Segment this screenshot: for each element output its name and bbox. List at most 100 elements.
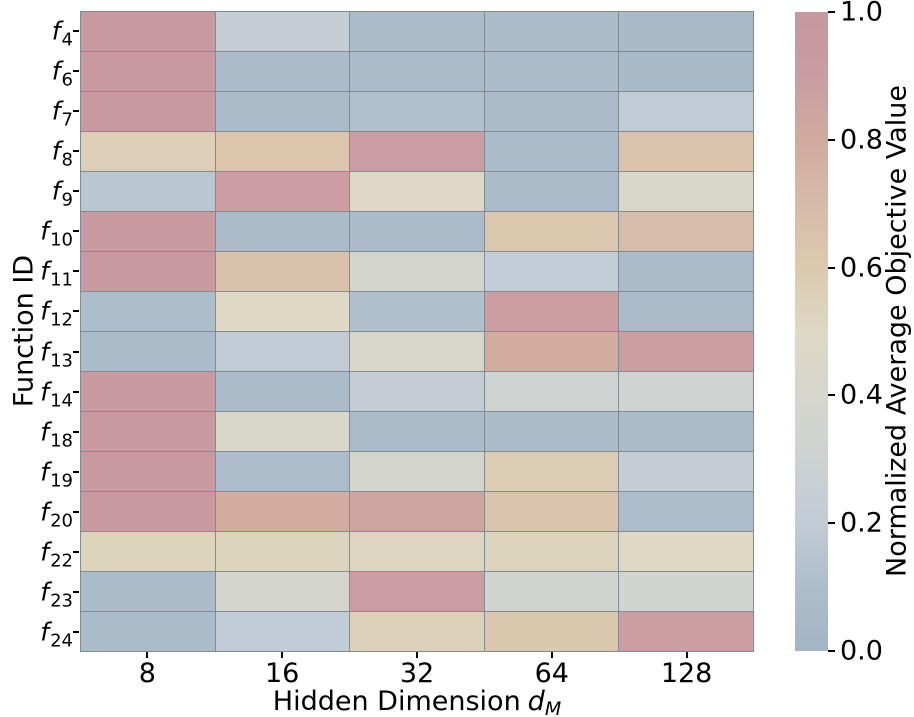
heatmap-cell	[619, 52, 753, 91]
heatmap-cell	[215, 332, 350, 371]
heatmap-cell	[484, 292, 619, 331]
heatmap-cell	[81, 492, 215, 531]
heatmap-cell	[619, 92, 753, 131]
colorbar-tick-mark	[828, 650, 835, 652]
heatmap-cell	[619, 132, 753, 171]
y-tick-mark	[73, 470, 79, 473]
heatmap-cell	[484, 12, 619, 51]
heatmap-cell	[215, 292, 350, 331]
heatmap-cell	[350, 12, 484, 51]
y-tick-label: f20	[40, 497, 73, 532]
heatmap-cell	[484, 452, 619, 491]
y-tick-label: f14	[40, 377, 73, 412]
heatmap-cell	[350, 332, 484, 371]
colorbar	[795, 12, 828, 651]
heatmap-cell	[350, 412, 484, 451]
heatmap-cell	[215, 612, 350, 651]
x-tick-label: 128	[660, 658, 713, 689]
x-tick-mark	[685, 652, 688, 658]
x-tick-mark	[281, 652, 284, 658]
heatmap-cell	[619, 532, 753, 571]
y-tick-mark	[73, 310, 79, 313]
y-tick-label: f7	[51, 96, 73, 131]
heatmap-cell	[81, 92, 215, 131]
heatmap-cell	[619, 292, 753, 331]
y-tick-label: f24	[40, 617, 73, 652]
x-tick-label: 64	[534, 658, 569, 689]
heatmap-cell	[484, 612, 619, 651]
x-tick-label: 16	[265, 658, 300, 689]
y-tick-label: f8	[51, 136, 73, 171]
x-axis-title-var: d	[527, 686, 545, 717]
heatmap-cell	[350, 572, 484, 611]
heatmap-cell	[619, 452, 753, 491]
y-tick-label: f6	[51, 56, 73, 91]
heatmap-cell	[350, 52, 484, 91]
heatmap-cell	[619, 12, 753, 51]
y-tick-mark	[73, 70, 79, 73]
heatmap-cell	[350, 132, 484, 171]
colorbar-tick-mark	[828, 394, 835, 397]
x-tick-mark	[416, 652, 418, 658]
x-axis-title-sub: M	[544, 698, 562, 717]
colorbar-tick-mark	[828, 266, 835, 269]
colorbar-tick-label: 0.2	[840, 507, 883, 539]
x-axis-title-text: Hidden Dimension	[272, 686, 521, 717]
y-tick-mark	[73, 230, 79, 233]
y-tick-mark	[73, 110, 79, 113]
heatmap-cell	[484, 212, 619, 251]
heatmap-cell	[215, 452, 350, 491]
colorbar-tick-mark	[828, 138, 835, 141]
y-tick-mark	[73, 590, 79, 593]
y-tick-mark	[73, 350, 79, 353]
y-tick-mark	[73, 630, 79, 633]
heatmap-cell	[484, 92, 619, 131]
x-tick-label: 32	[399, 658, 435, 689]
heatmap-cell	[215, 532, 350, 571]
heatmap-cell	[81, 572, 215, 611]
colorbar-tick-label: 0.0	[840, 635, 883, 667]
heatmap-cell	[81, 132, 215, 171]
heatmap-cell	[81, 252, 215, 291]
y-tick-label: f23	[40, 577, 73, 612]
heatmap-cell	[619, 332, 753, 371]
colorbar-tick-label: 1.0	[840, 0, 883, 28]
y-tick-label: f22	[40, 537, 73, 572]
y-tick-mark	[73, 190, 79, 193]
heatmap-cell	[350, 212, 484, 251]
y-axis-title: Function ID	[8, 254, 40, 408]
y-tick-label: f11	[40, 256, 73, 291]
heatmap-cell	[81, 372, 215, 411]
heatmap-cell	[619, 252, 753, 291]
y-tick-label: f13	[40, 337, 73, 372]
heatmap-cell	[350, 452, 484, 491]
colorbar-tick-label: 0.4	[840, 379, 883, 411]
y-tick-label: f10	[40, 216, 73, 251]
heatmap-cell	[350, 612, 484, 651]
y-tick-mark	[73, 270, 79, 273]
heatmap-cell	[484, 252, 619, 291]
heatmap-cell	[619, 212, 753, 251]
heatmap-cell	[81, 612, 215, 651]
heatmap-cell	[81, 12, 215, 51]
heatmap-cell	[81, 532, 215, 571]
heatmap-cell	[215, 92, 350, 131]
x-tick-mark	[146, 652, 149, 658]
heatmap-cell	[350, 492, 484, 531]
heatmap-grid	[80, 11, 754, 652]
y-tick-label: f18	[40, 417, 73, 452]
heatmap-cell	[484, 52, 619, 91]
colorbar-tick-mark	[828, 522, 835, 525]
heatmap-cell	[215, 172, 350, 211]
heatmap-cell	[81, 412, 215, 451]
heatmap-cell	[484, 332, 619, 371]
heatmap-cell	[81, 452, 215, 491]
y-tick-mark	[73, 510, 79, 513]
heatmap-cell	[484, 532, 619, 571]
heatmap-cell	[350, 372, 484, 411]
y-tick-label: f19	[40, 457, 73, 492]
y-tick-label: f9	[51, 176, 73, 211]
x-tick-label: 8	[138, 658, 156, 689]
heatmap-cell	[619, 612, 753, 651]
y-tick-label: f12	[40, 296, 73, 331]
